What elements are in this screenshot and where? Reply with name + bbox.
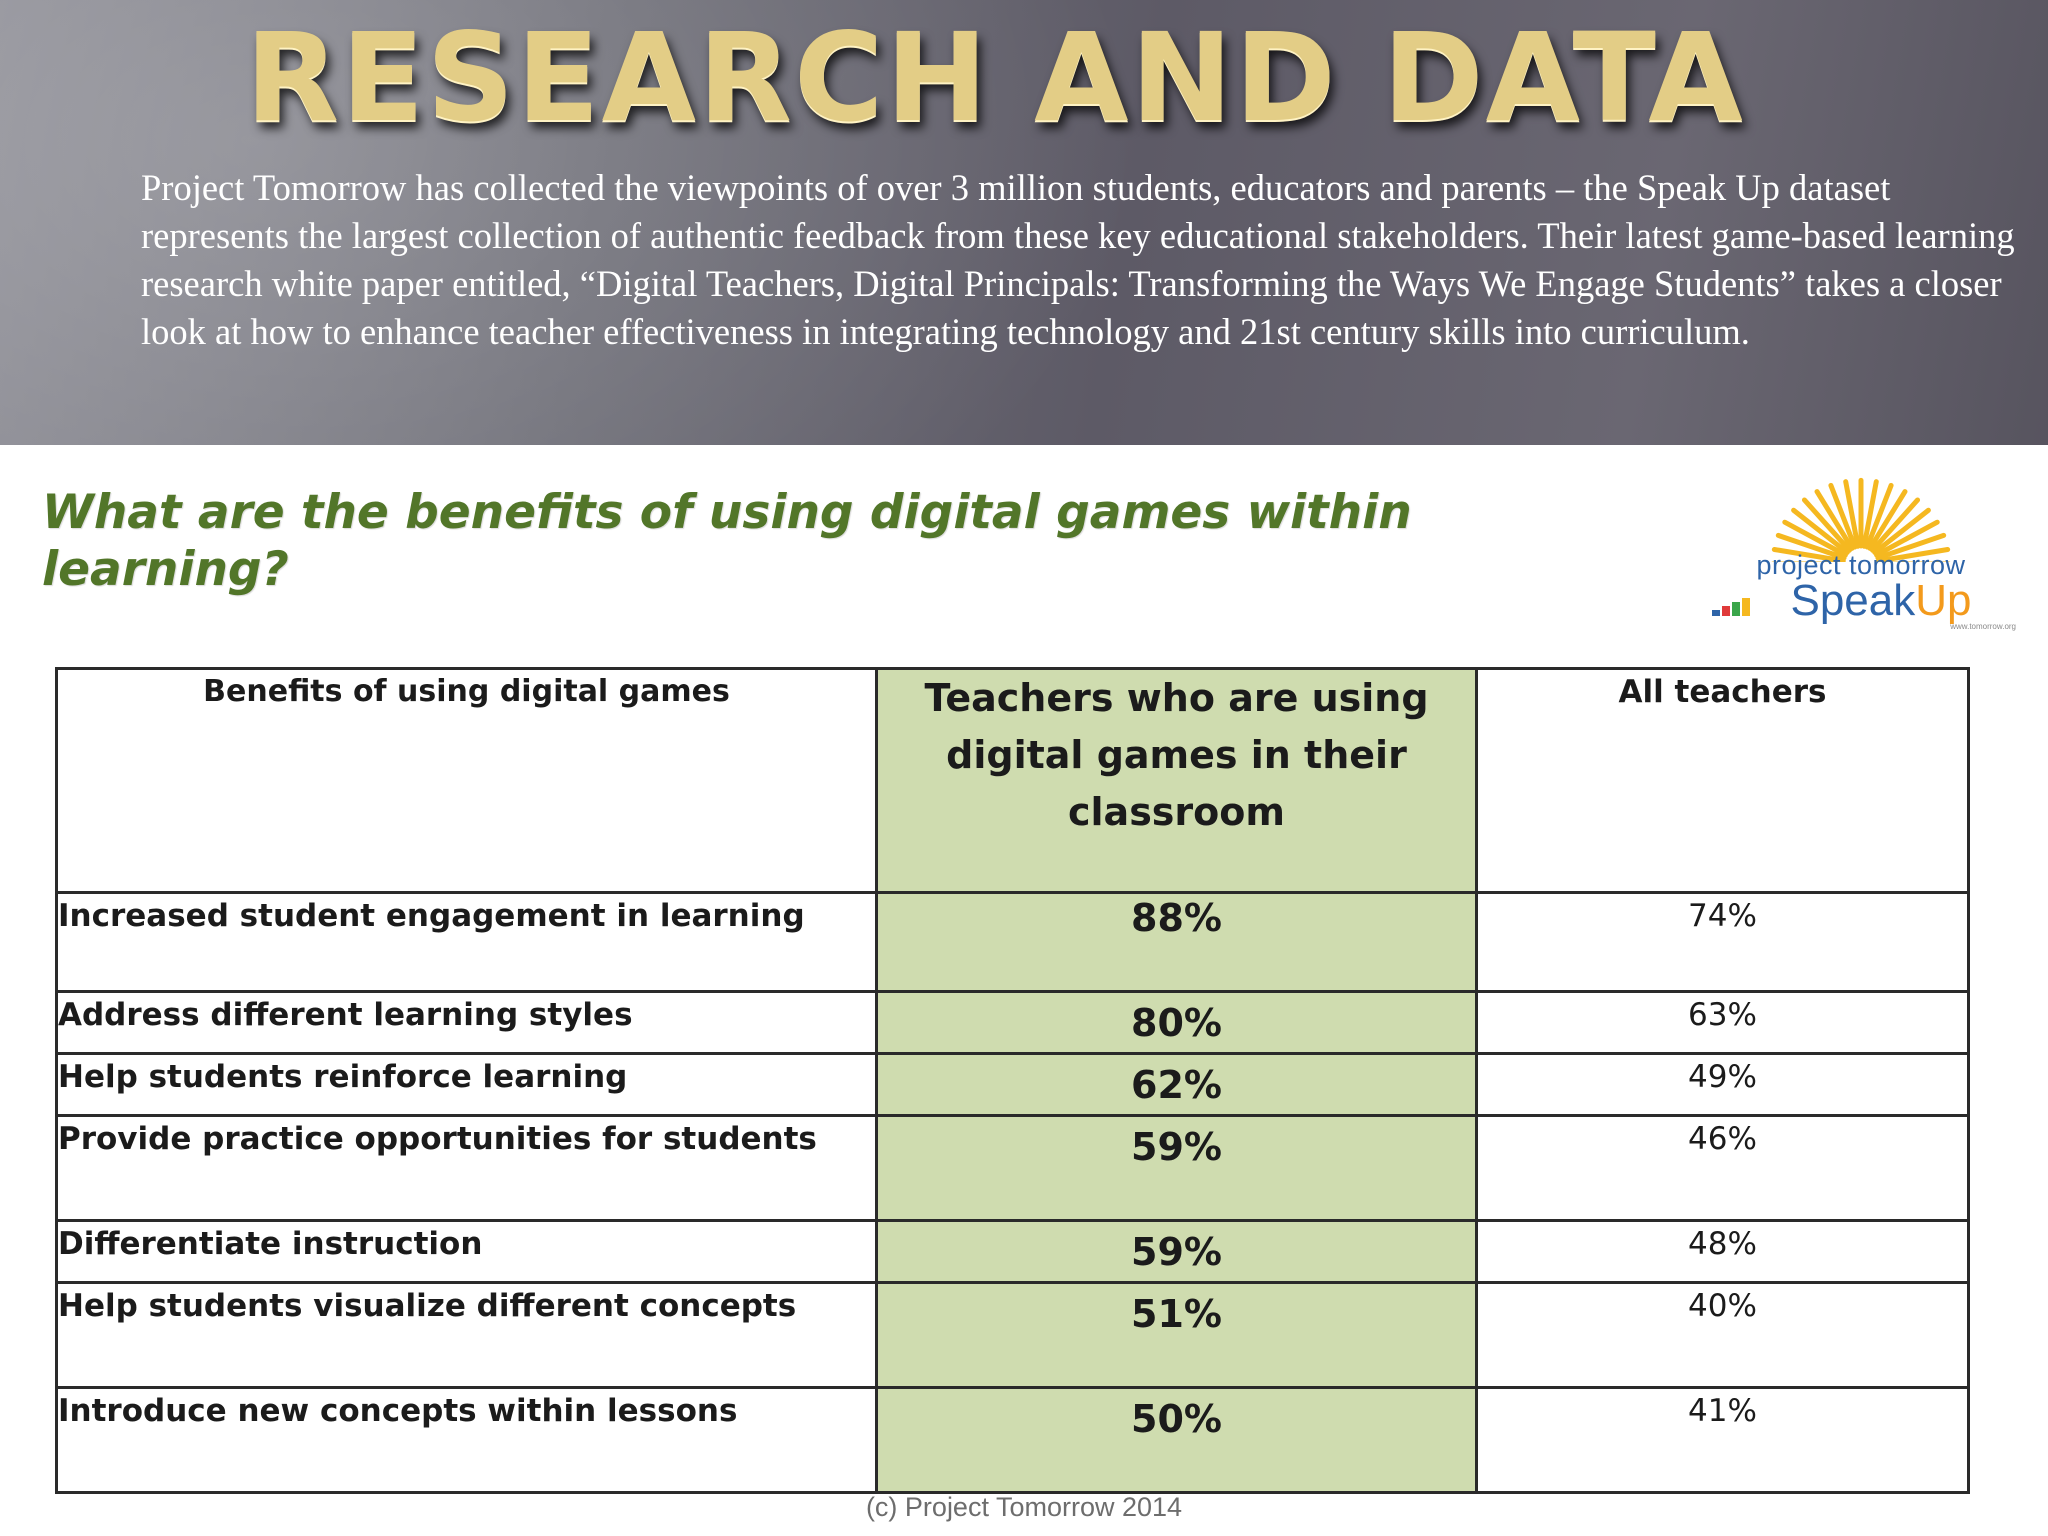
header-all-teachers: All teachers bbox=[1475, 667, 1970, 894]
figure-question: What are the benefits of using digital g… bbox=[42, 485, 1412, 597]
table-row: Help students visualize different concep… bbox=[55, 1281, 1970, 1389]
table-row: Help students reinforce learning 62% 49% bbox=[55, 1052, 1970, 1117]
benefits-table: Benefits of using digital games Teachers… bbox=[55, 667, 1970, 1494]
table-row: Introduce new concepts within lessons 50… bbox=[55, 1386, 1970, 1494]
all-teachers-cell: 74% bbox=[1475, 891, 1970, 993]
logo-wordmark: SpeakUp bbox=[1706, 576, 2016, 626]
bar-chart-icon bbox=[1712, 598, 1750, 616]
benefit-cell: Introduce new concepts within lessons bbox=[55, 1386, 878, 1494]
games-teachers-cell: 62% bbox=[875, 1052, 1478, 1117]
benefit-cell: Help students visualize different concep… bbox=[55, 1281, 878, 1389]
header-games-teachers: Teachers who are using digital games in … bbox=[875, 667, 1478, 894]
table-row: Provide practice opportunities for stude… bbox=[55, 1114, 1970, 1222]
table-header-row: Benefits of using digital games Teachers… bbox=[55, 667, 1970, 894]
games-teachers-cell: 80% bbox=[875, 990, 1478, 1055]
slide-title: RESEARCH AND DATA bbox=[245, 7, 1745, 149]
benefit-cell: Differentiate instruction bbox=[55, 1219, 878, 1284]
table-row: Differentiate instruction 59% 48% bbox=[55, 1219, 1970, 1284]
games-teachers-cell: 50% bbox=[875, 1386, 1478, 1494]
all-teachers-cell: 63% bbox=[1475, 990, 1970, 1055]
logo-url: www.tomorrow.org bbox=[1950, 622, 2016, 631]
games-teachers-cell: 59% bbox=[875, 1114, 1478, 1222]
speakup-logo: project tomorrow SpeakUp www.tomorrow.or… bbox=[1706, 472, 2016, 640]
benefit-cell: Address different learning styles bbox=[55, 990, 878, 1055]
games-teachers-cell: 51% bbox=[875, 1281, 1478, 1389]
all-teachers-cell: 40% bbox=[1475, 1281, 1970, 1389]
intro-paragraph: Project Tomorrow has collected the viewp… bbox=[141, 167, 2015, 352]
logo-word-speak: Speak bbox=[1790, 576, 1916, 625]
all-teachers-cell: 49% bbox=[1475, 1052, 1970, 1117]
header-benefit: Benefits of using digital games bbox=[55, 667, 878, 894]
all-teachers-cell: 46% bbox=[1475, 1114, 1970, 1222]
slide-header: RESEARCH AND DATA Project Tomorrow has c… bbox=[0, 0, 2048, 445]
table-row: Address different learning styles 80% 63… bbox=[55, 990, 1970, 1055]
copyright-caption: (c) Project Tomorrow 2014 bbox=[865, 1492, 1183, 1522]
benefit-cell: Provide practice opportunities for stude… bbox=[55, 1114, 878, 1222]
table-row: Increased student engagement in learning… bbox=[55, 891, 1970, 993]
games-teachers-cell: 59% bbox=[875, 1219, 1478, 1284]
all-teachers-cell: 41% bbox=[1475, 1386, 1970, 1494]
logo-org-name: project tomorrow bbox=[1756, 550, 1966, 580]
logo-word-up: Up bbox=[1915, 576, 1972, 625]
all-teachers-cell: 48% bbox=[1475, 1219, 1970, 1284]
sunburst-icon bbox=[1771, 477, 1951, 562]
games-teachers-cell: 88% bbox=[875, 891, 1478, 993]
benefit-cell: Help students reinforce learning bbox=[55, 1052, 878, 1117]
benefit-cell: Increased student engagement in learning bbox=[55, 891, 878, 993]
